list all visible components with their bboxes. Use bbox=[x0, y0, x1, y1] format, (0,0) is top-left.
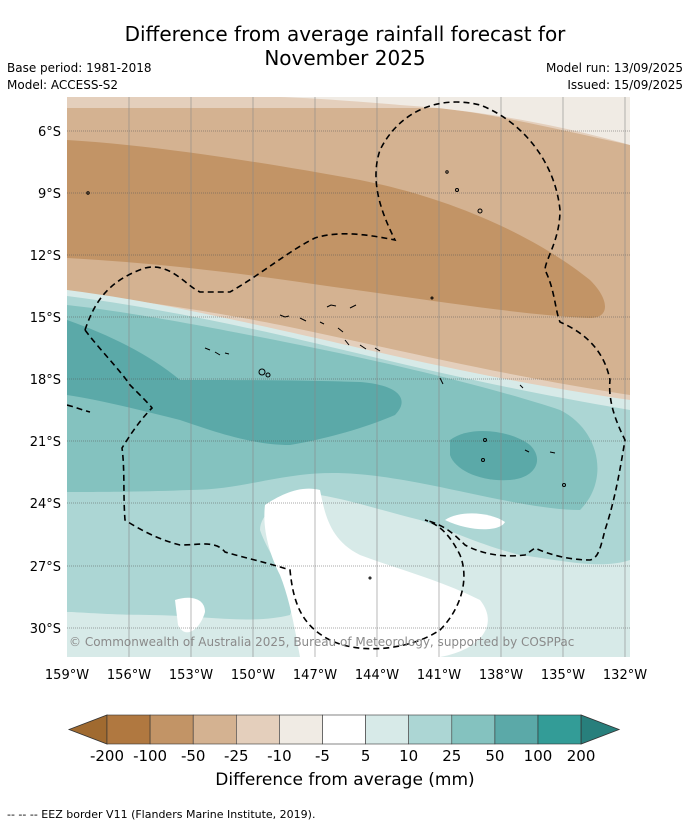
colorbar-title: Difference from average (mm) bbox=[215, 770, 475, 790]
colorbar-swatch bbox=[537, 714, 582, 745]
colorbar-tick-label: 25 bbox=[442, 747, 461, 765]
lon-label: 156°W bbox=[107, 668, 151, 683]
lat-label: 18°S bbox=[30, 373, 61, 388]
colorbar-tick-label: -200 bbox=[90, 747, 124, 765]
band-50-100 bbox=[67, 320, 402, 445]
issued-date: Issued: 15/09/2025 bbox=[567, 78, 683, 92]
colorbar-swatch bbox=[322, 714, 366, 745]
lat-label: 6°S bbox=[38, 125, 61, 140]
islands bbox=[86, 170, 566, 580]
model-run: Model run: 13/09/2025 bbox=[545, 61, 683, 75]
lat-label: 24°S bbox=[30, 497, 61, 512]
lat-labels: 6°S 9°S 12°S 15°S 18°S 21°S 24°S 27°S 30… bbox=[30, 125, 61, 637]
white-patch-sw bbox=[175, 597, 205, 633]
contour-fields bbox=[67, 97, 630, 657]
meridians bbox=[128, 97, 626, 657]
colorbar-swatch bbox=[106, 714, 151, 745]
colorbar-swatch bbox=[365, 714, 410, 745]
colorbar-tick-label: -10 bbox=[267, 747, 292, 765]
lon-label: 159°W bbox=[45, 668, 89, 683]
colorbar-extend-high bbox=[580, 714, 621, 745]
band-50-100-east bbox=[450, 430, 538, 481]
colorbar-swatch bbox=[408, 714, 453, 745]
lon-label: 153°W bbox=[169, 668, 213, 683]
title-line-1: Difference from average rainfall forecas… bbox=[124, 22, 566, 46]
lat-label: 15°S bbox=[30, 311, 61, 326]
copyright-notice: © Commonwealth of Australia 2025, Bureau… bbox=[69, 635, 574, 649]
colorbar-swatch bbox=[236, 714, 280, 745]
colorbar-swatch bbox=[192, 714, 237, 745]
colorbar-tick-label: 50 bbox=[485, 747, 504, 765]
colorbar-tick-label: -100 bbox=[133, 747, 167, 765]
lon-label: 132°W bbox=[603, 668, 647, 683]
white-patch-east bbox=[445, 513, 505, 530]
lat-label: 21°S bbox=[30, 435, 61, 450]
lon-label: 135°W bbox=[541, 668, 585, 683]
lat-label: 27°S bbox=[30, 560, 61, 575]
eez-legend: -- -- -- EEZ border V11 (Flanders Marine… bbox=[7, 808, 316, 821]
colorbar: -200 -100 -50 -25 -10 -5 5 10 25 50 100 200 bbox=[67, 714, 621, 765]
title-line-2: November 2025 bbox=[264, 46, 426, 70]
colorbar-tick-label: 10 bbox=[399, 747, 418, 765]
colorbar-tick-label: 200 bbox=[567, 747, 596, 765]
colorbar-swatches bbox=[67, 714, 621, 745]
lat-label: 30°S bbox=[30, 622, 61, 637]
colorbar-labels: -200 -100 -50 -25 -10 -5 5 10 25 50 100 200 bbox=[90, 747, 595, 765]
colorbar-tick-label: 100 bbox=[524, 747, 553, 765]
colorbar-swatch bbox=[149, 714, 194, 745]
colorbar-swatch bbox=[279, 714, 323, 745]
colorbar-tick-label: -50 bbox=[181, 747, 206, 765]
map-title: Difference from average rainfall forecas… bbox=[0, 22, 690, 70]
lat-label: 9°S bbox=[38, 187, 61, 202]
meta-left: Base period: 1981-2018 Model: ACCESS-S2 bbox=[7, 60, 152, 94]
band-neg50-core bbox=[67, 140, 605, 318]
model-name: Model: ACCESS-S2 bbox=[7, 78, 119, 92]
colorbar-swatch bbox=[494, 714, 539, 745]
lon-label: 147°W bbox=[293, 668, 337, 683]
meta-right: Model run: 13/09/2025 Issued: 15/09/2025 bbox=[546, 60, 683, 94]
white-south bbox=[264, 488, 488, 657]
colorbar-tick-label: -5 bbox=[315, 747, 330, 765]
colorbar-tick-label: -25 bbox=[224, 747, 249, 765]
eez-borders bbox=[67, 101, 626, 650]
lon-label: 150°W bbox=[231, 668, 275, 683]
lon-labels: 159°W 156°W 153°W 150°W 147°W 144°W 141°… bbox=[45, 668, 647, 683]
lat-label: 12°S bbox=[30, 249, 61, 264]
base-period: Base period: 1981-2018 bbox=[7, 61, 152, 75]
lon-label: 141°W bbox=[417, 668, 461, 683]
lon-label: 144°W bbox=[355, 668, 399, 683]
colorbar-extend-low bbox=[67, 714, 108, 745]
colorbar-swatch bbox=[451, 714, 496, 745]
rainfall-map: 6°S 9°S 12°S 15°S 18°S 21°S 24°S 27°S 30… bbox=[30, 97, 647, 683]
lon-label: 138°W bbox=[479, 668, 523, 683]
colorbar-tick-label: 5 bbox=[361, 747, 371, 765]
band-top-pale bbox=[280, 97, 630, 145]
